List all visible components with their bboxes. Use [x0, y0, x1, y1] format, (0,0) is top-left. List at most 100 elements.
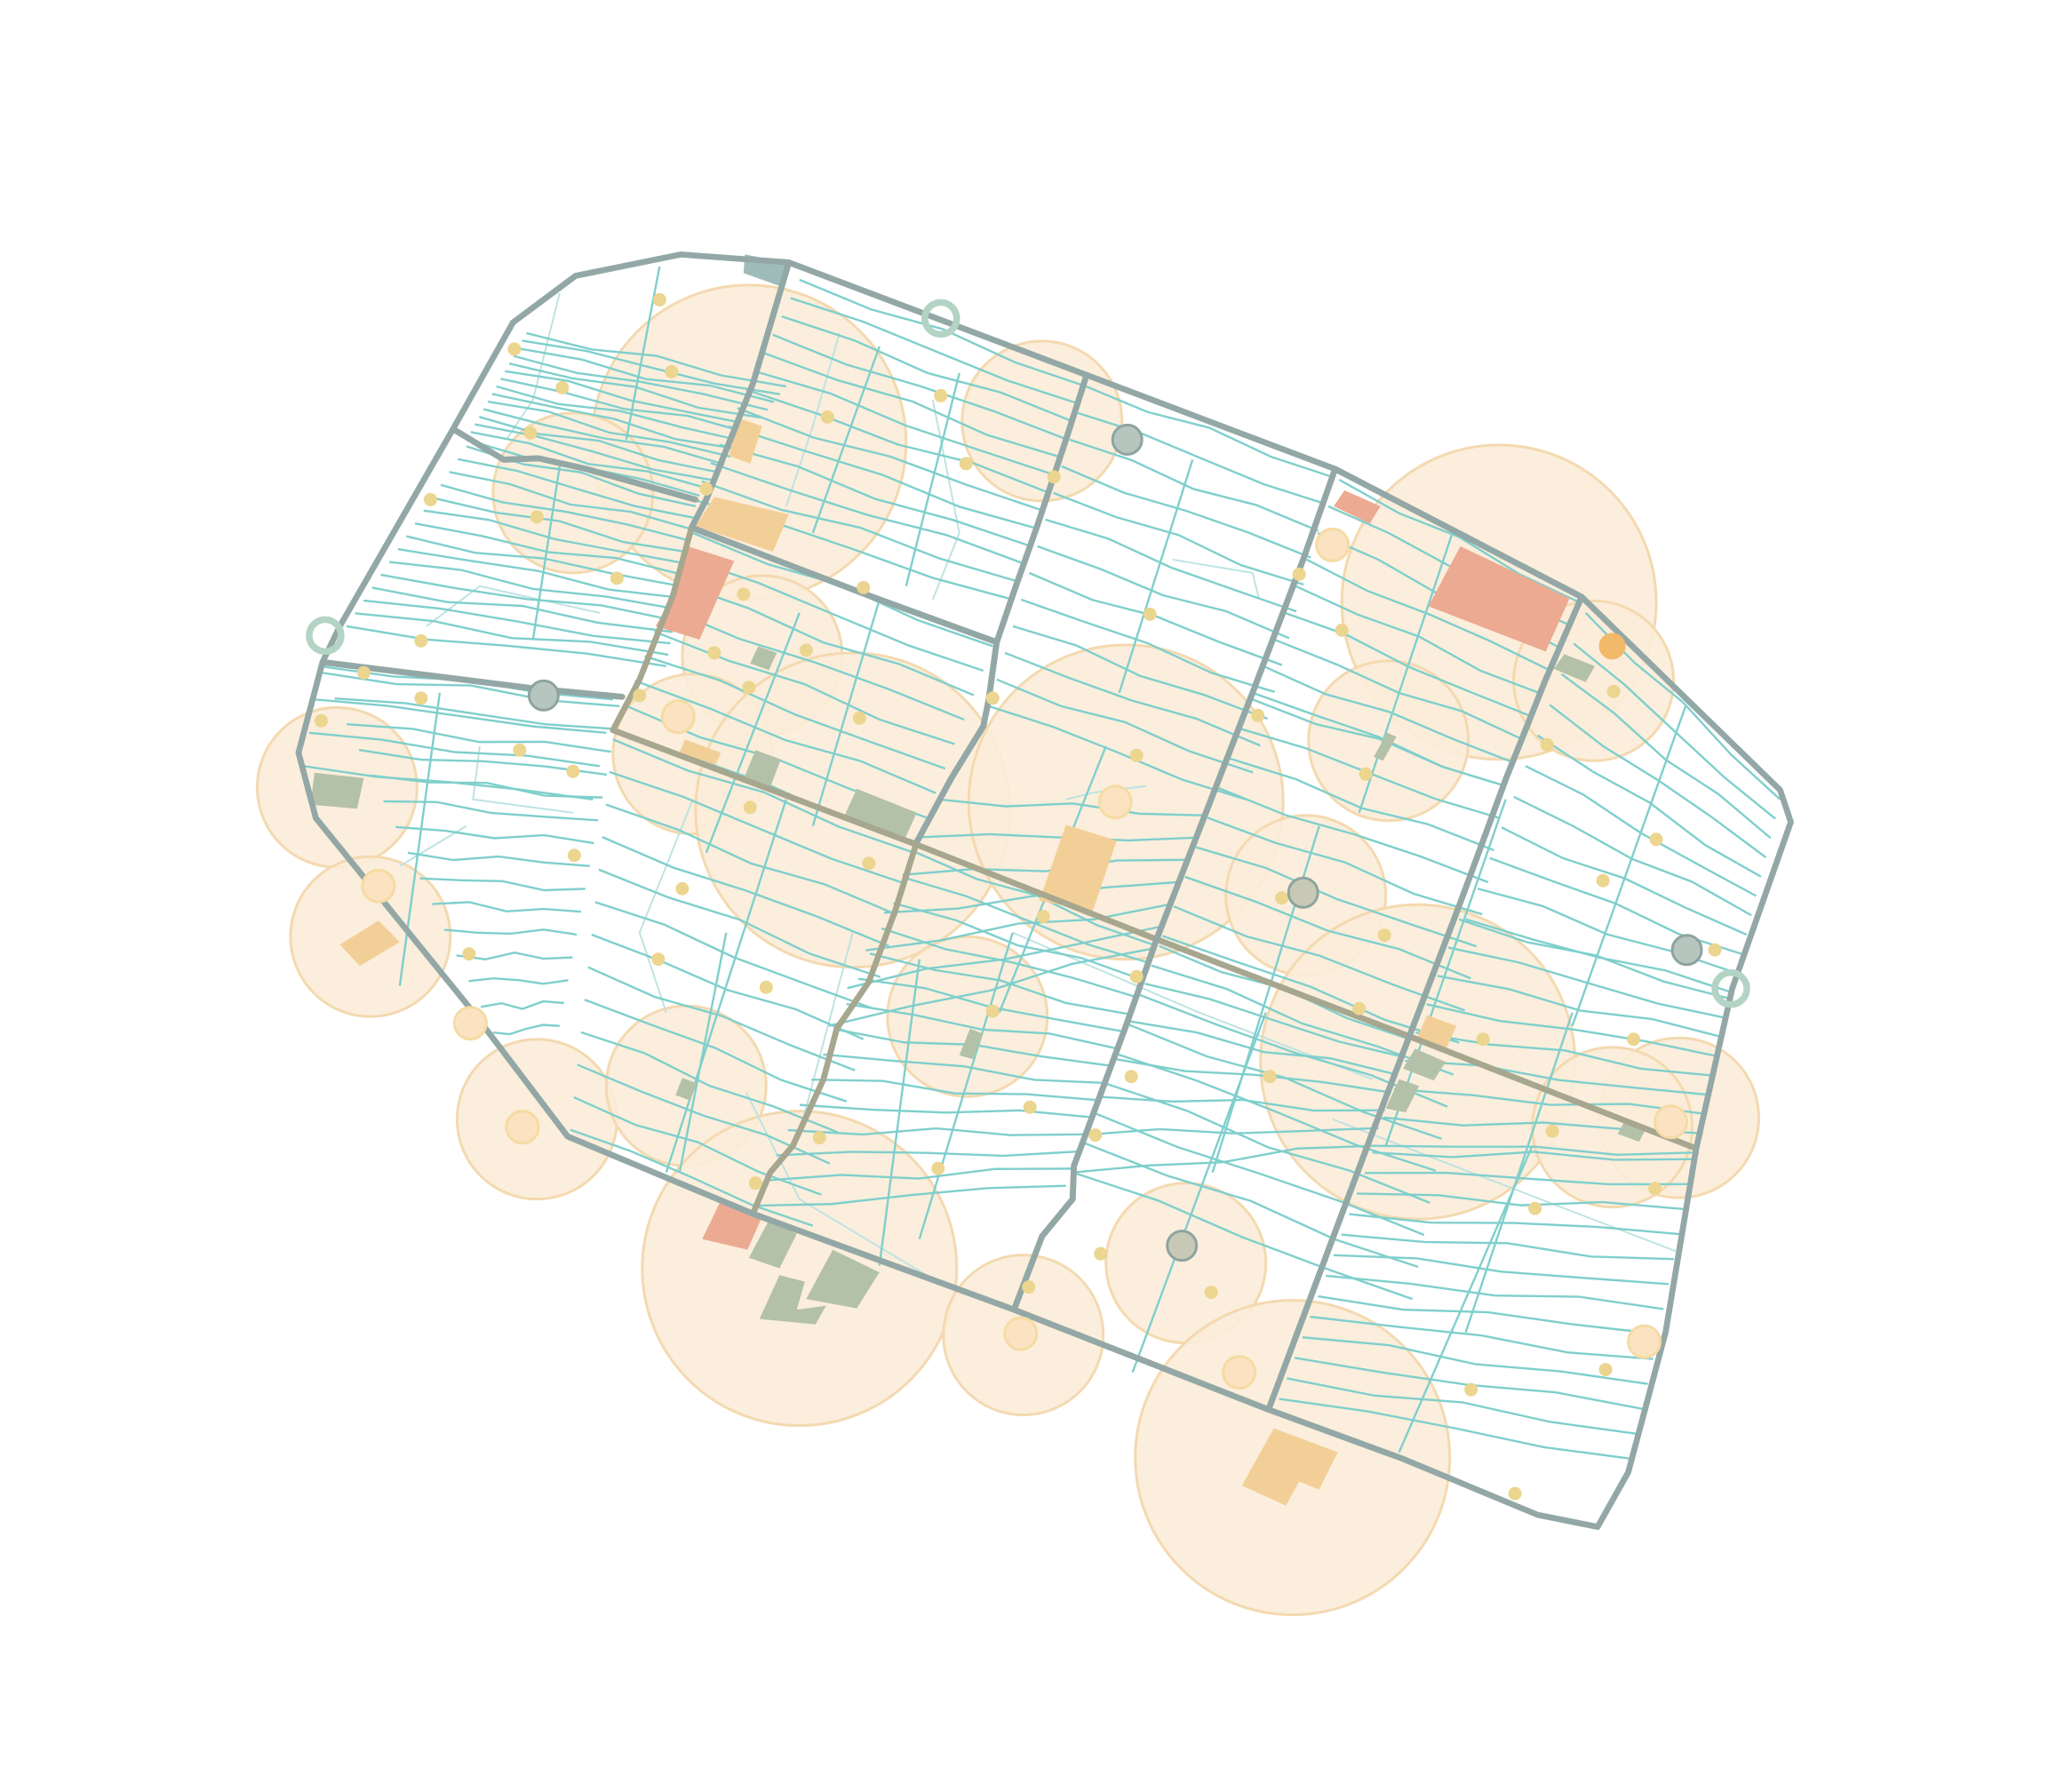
local-street	[663, 605, 965, 721]
local-street	[1357, 1192, 1685, 1211]
local-street	[1085, 385, 1334, 479]
local-street	[745, 388, 1050, 494]
local-street	[763, 352, 1063, 459]
building-green	[959, 1028, 984, 1060]
poi-dot-icon	[737, 587, 751, 601]
local-street	[1196, 846, 1478, 948]
local-street	[414, 522, 683, 577]
local-street	[1252, 691, 1506, 787]
poi-landmark-icon	[1315, 527, 1351, 562]
gateway-ring-icon[interactable]	[1711, 968, 1750, 1008]
poi-dot-icon	[742, 681, 756, 695]
poi-dot-icon	[652, 292, 666, 307]
transit-station-icon	[1670, 934, 1703, 967]
poi-dot-icon	[857, 580, 871, 594]
service-area-buffer	[1531, 1046, 1694, 1209]
transit-station-icon	[1287, 876, 1319, 909]
local-street	[1083, 1142, 1419, 1269]
cross-street	[1571, 705, 1687, 1027]
minor-lane	[1172, 558, 1261, 601]
local-street	[1012, 625, 1268, 721]
poi-dot-icon	[1540, 737, 1554, 752]
cross-street	[918, 932, 1014, 1239]
poi-dot-icon	[1129, 969, 1144, 984]
poi-dot-icon	[1036, 910, 1050, 924]
poi-dot-icon	[1596, 873, 1610, 888]
local-street	[570, 1128, 814, 1227]
local-street	[1072, 1144, 1373, 1174]
local-street	[347, 722, 611, 753]
gateways	[306, 299, 1750, 1008]
local-street	[1536, 734, 1762, 878]
building-green	[1385, 1079, 1420, 1113]
poi-dot-icon	[1359, 767, 1373, 781]
cross-street	[625, 266, 661, 441]
local-street	[1326, 1274, 1664, 1310]
poi-dot-icon	[1088, 1128, 1103, 1143]
service-area-buffer	[960, 339, 1124, 503]
poi-dot-icon	[1022, 1280, 1036, 1294]
building-green	[1403, 1048, 1446, 1081]
poi-dot-icon	[356, 665, 371, 680]
local-street	[1364, 1171, 1690, 1186]
local-street	[1405, 1059, 1712, 1096]
local-street	[754, 370, 1056, 477]
poi-dot-icon	[1047, 470, 1061, 484]
building-orange	[679, 739, 721, 765]
gateway-ring-icon[interactable]	[921, 299, 960, 338]
local-street	[644, 655, 946, 770]
poi-dot-icon	[414, 691, 428, 705]
local-street	[1139, 993, 1448, 1108]
local-street	[314, 698, 607, 734]
transit-stations	[527, 423, 1703, 1262]
poi-dot-icon	[707, 646, 721, 660]
poi-landmark-icon	[1627, 1324, 1662, 1359]
poi-landmark-icon	[1097, 784, 1133, 820]
minor-lane	[472, 745, 574, 814]
poi-dot-icon	[959, 457, 973, 471]
local-street	[772, 333, 1069, 441]
cross-street	[1398, 1145, 1534, 1453]
local-street	[823, 1053, 1105, 1085]
poi-dot-icon	[1606, 684, 1621, 698]
local-street	[673, 581, 975, 697]
local-street	[781, 315, 1074, 423]
poi-landmark-icon	[361, 868, 396, 904]
local-street	[1020, 598, 1276, 693]
local-street	[468, 976, 569, 985]
local-street	[505, 370, 756, 426]
local-street	[334, 697, 616, 730]
poi-dot-icon	[1094, 1246, 1108, 1261]
poi-dot-icon	[748, 1176, 762, 1191]
local-street	[517, 346, 775, 403]
local-street	[508, 362, 762, 419]
local-street	[1310, 1315, 1654, 1360]
local-street	[653, 630, 955, 745]
local-street	[587, 966, 856, 1071]
gateway-ring-icon[interactable]	[306, 616, 345, 656]
poi-dot-icon	[1545, 1124, 1559, 1138]
local-street	[939, 798, 1207, 816]
building-red	[655, 546, 735, 640]
poi-dot-icon	[1251, 708, 1265, 722]
poi-dot-icon	[1023, 1100, 1037, 1114]
poi-dot-icon	[566, 764, 580, 778]
local-street	[449, 471, 692, 530]
local-street	[423, 509, 686, 565]
local-street	[605, 803, 898, 916]
local-street	[1306, 558, 1552, 673]
poi-dot-icon	[931, 1161, 945, 1175]
poi-dot-icon	[1508, 1486, 1522, 1501]
local-street	[1513, 795, 1752, 917]
transit-station-icon	[1166, 1230, 1199, 1262]
local-street	[1458, 918, 1733, 1000]
boundary-inner-edge	[1265, 595, 1585, 1411]
local-street	[1372, 1151, 1695, 1161]
cross-street	[905, 372, 960, 587]
poi-dot-icon	[812, 1131, 826, 1145]
boundary-inner-edge	[690, 524, 998, 645]
local-street	[479, 416, 719, 474]
local-street	[881, 927, 1138, 999]
local-street	[1426, 1003, 1720, 1058]
